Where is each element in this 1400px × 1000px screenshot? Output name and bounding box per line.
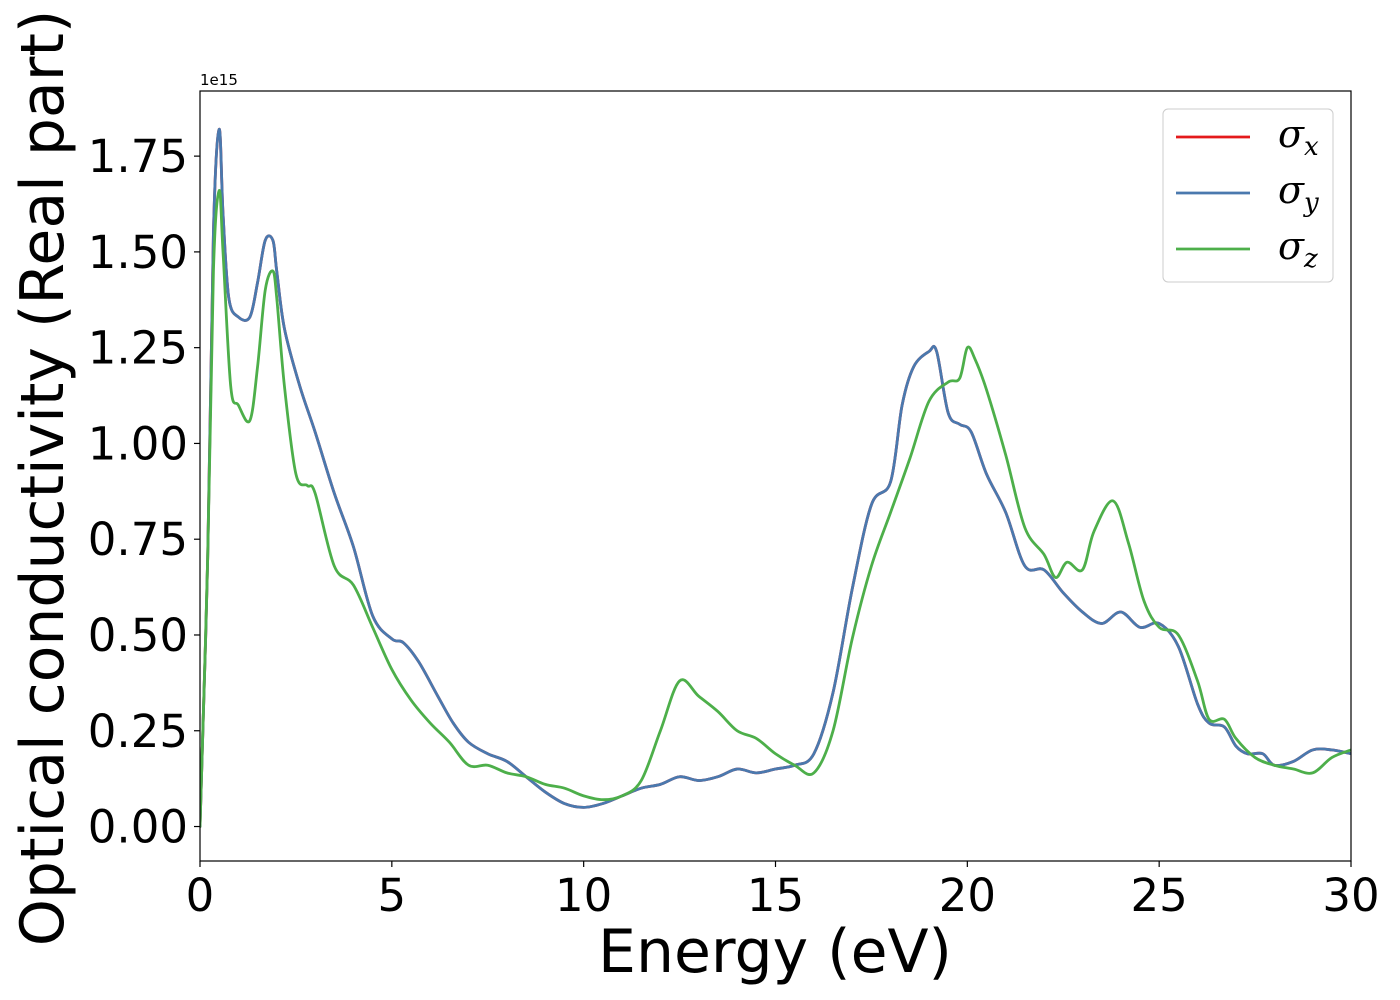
y-tick-label: 1.25 — [88, 322, 188, 375]
x-axis-label: Energy (eV) — [598, 917, 952, 987]
y-axis: 0.00 0.25 0.50 0.75 1.00 1.25 1.50 1.75 — [88, 130, 200, 854]
series-layer — [200, 127, 1351, 828]
y-axis-label: Optical conductivity (Real part) — [8, 10, 78, 947]
y-tick-label: 1.75 — [88, 130, 188, 183]
y-tick-label: 0.50 — [88, 609, 188, 662]
x-tick-label: 10 — [555, 869, 612, 922]
legend-label-z: σz — [1278, 224, 1318, 274]
y-axis-offset-text: 1e15 — [200, 71, 238, 89]
legend-frame — [1162, 108, 1334, 283]
x-axis: 0 5 10 15 20 25 30 — [186, 861, 1380, 922]
x-tick-label: 25 — [1131, 869, 1188, 922]
y-tick-label: 0.00 — [88, 801, 188, 854]
series-line-y — [200, 127, 1351, 828]
x-tick-label: 0 — [186, 869, 215, 922]
y-tick-label: 1.00 — [88, 417, 188, 470]
series-line-z — [200, 189, 1351, 828]
x-tick-label: 30 — [1322, 869, 1379, 922]
x-tick-label: 15 — [747, 869, 804, 922]
legend-label-x: σx — [1278, 112, 1319, 162]
legend-entries: σx σy σz — [1176, 112, 1319, 274]
y-tick-label: 0.75 — [88, 513, 188, 566]
y-tick-label: 1.50 — [88, 226, 188, 279]
x-tick-label: 20 — [939, 869, 996, 922]
x-tick-label: 5 — [378, 869, 407, 922]
legend-label-y: σy — [1278, 168, 1319, 218]
legend: σx σy σz — [1162, 108, 1334, 283]
y-tick-label: 0.25 — [88, 705, 188, 758]
